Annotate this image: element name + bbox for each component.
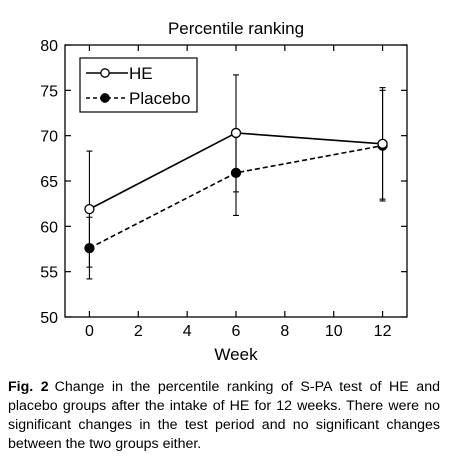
series-layer	[84, 74, 388, 280]
x-tick-label: 0	[85, 323, 94, 340]
data-point-he	[377, 138, 388, 149]
y-tick-label: 65	[40, 174, 58, 191]
y-tick-label: 80	[40, 38, 58, 55]
x-tick-label: 6	[232, 323, 241, 340]
legend-he-marker	[100, 68, 110, 78]
legend: HE Placebo	[79, 57, 198, 113]
data-point-he	[84, 203, 95, 215]
x-tick-label: 4	[183, 323, 192, 340]
x-tick-label: 2	[134, 323, 143, 340]
x-axis-label: Week	[214, 345, 258, 364]
caption-text: Change in the percentile ranking of S-PA…	[8, 379, 440, 452]
figure-caption: Fig. 2 Change in the percentile ranking o…	[8, 378, 440, 454]
legend-placebo-marker	[100, 93, 110, 103]
y-tick-label: 75	[40, 83, 58, 100]
y-tick-label: 50	[40, 310, 58, 327]
x-tick-label: 8	[280, 323, 289, 340]
axes: 0 2 4 6 8 10 12 50 55 60 65 70 75 80	[40, 38, 407, 340]
figure-label: Fig. 2	[8, 379, 49, 395]
series-he	[84, 74, 388, 268]
x-tick-label: 12	[374, 323, 392, 340]
y-tick-label: 70	[40, 129, 58, 146]
legend-box	[79, 57, 198, 113]
legend-placebo-label: Placebo	[129, 89, 190, 108]
data-point-he	[230, 127, 242, 139]
chart-title: Percentile ranking	[168, 19, 304, 38]
y-tick-label: 55	[40, 265, 58, 282]
x-tick-label: 10	[325, 323, 343, 340]
y-tick-label: 60	[40, 219, 58, 236]
legend-he-label: HE	[129, 64, 153, 83]
line-chart: Percentile ranking 0 2 4 6 8 10 12 50 55 60 65 70 75…	[40, 19, 408, 364]
